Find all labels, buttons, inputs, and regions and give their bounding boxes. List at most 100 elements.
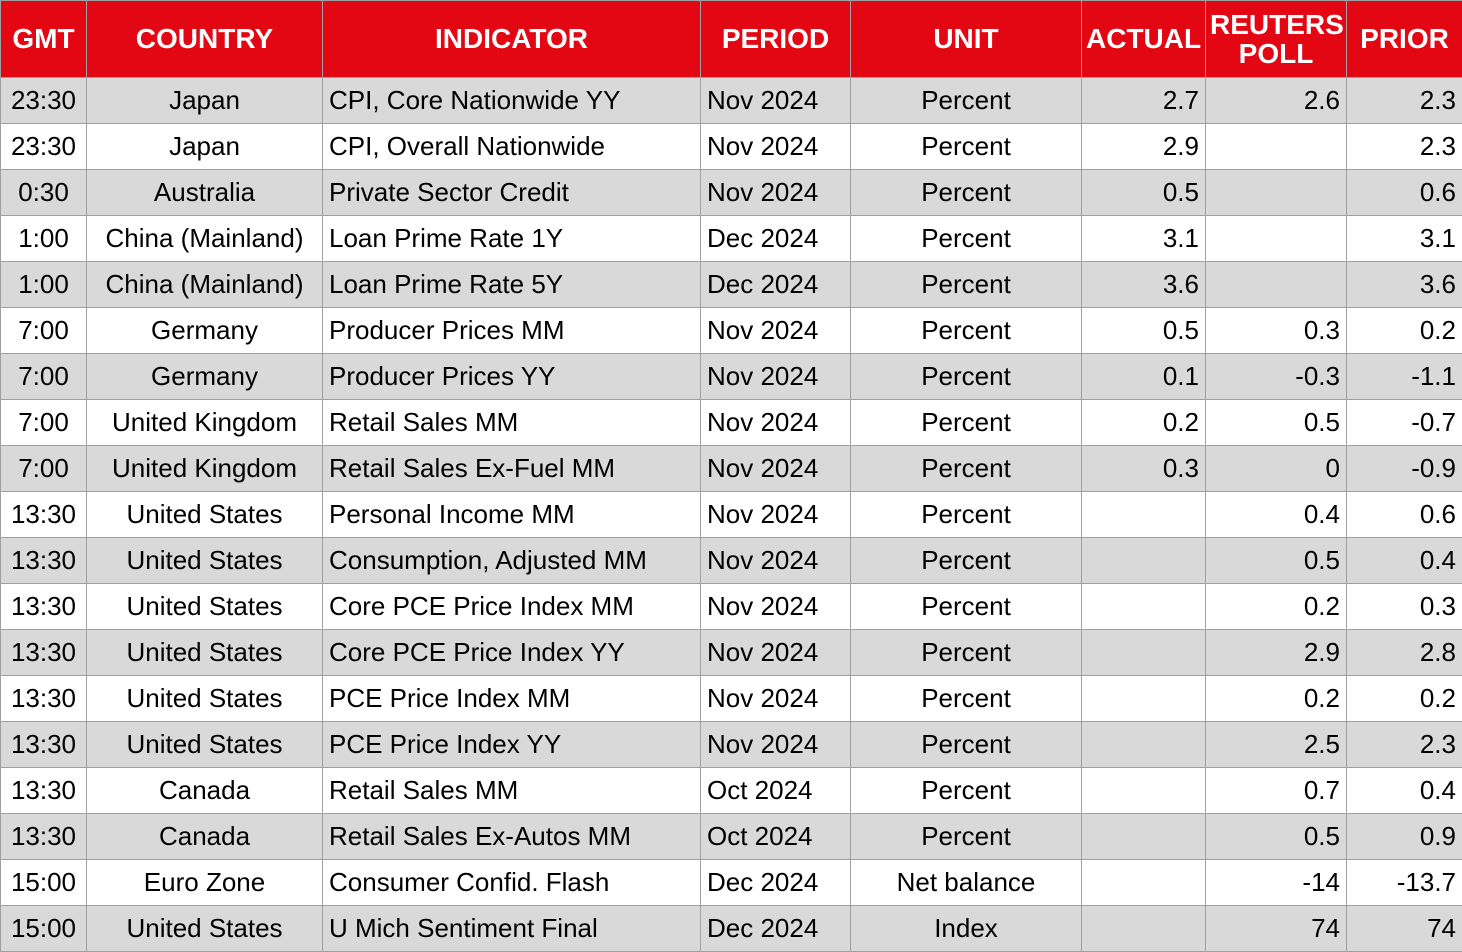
cell-period: Nov 2024 [701, 676, 851, 722]
cell-unit: Percent [851, 538, 1082, 584]
cell-country: United States [87, 492, 323, 538]
cell-actual: 2.9 [1082, 124, 1206, 170]
cell-reuters-poll: 0.7 [1206, 768, 1347, 814]
cell-unit: Percent [851, 400, 1082, 446]
cell-gmt: 13:30 [1, 538, 87, 584]
cell-country: Canada [87, 814, 323, 860]
cell-reuters-poll: 0.2 [1206, 584, 1347, 630]
cell-prior: 0.2 [1347, 676, 1462, 722]
cell-country: Canada [87, 768, 323, 814]
cell-unit: Percent [851, 676, 1082, 722]
cell-actual [1082, 860, 1206, 906]
cell-reuters-poll [1206, 124, 1347, 170]
cell-period: Nov 2024 [701, 400, 851, 446]
cell-indicator: Loan Prime Rate 1Y [323, 216, 701, 262]
cell-country: United States [87, 630, 323, 676]
cell-actual [1082, 722, 1206, 768]
cell-prior: 0.6 [1347, 492, 1462, 538]
cell-prior: 0.6 [1347, 170, 1462, 216]
cell-period: Nov 2024 [701, 446, 851, 492]
cell-period: Dec 2024 [701, 860, 851, 906]
cell-reuters-poll: 2.9 [1206, 630, 1347, 676]
cell-indicator: Retail Sales Ex-Autos MM [323, 814, 701, 860]
cell-actual [1082, 584, 1206, 630]
cell-unit: Index [851, 906, 1082, 952]
cell-country: China (Mainland) [87, 216, 323, 262]
cell-period: Nov 2024 [701, 492, 851, 538]
cell-prior: 2.8 [1347, 630, 1462, 676]
cell-country: China (Mainland) [87, 262, 323, 308]
cell-unit: Percent [851, 492, 1082, 538]
cell-indicator: Loan Prime Rate 5Y [323, 262, 701, 308]
cell-country: Euro Zone [87, 860, 323, 906]
cell-unit: Percent [851, 630, 1082, 676]
cell-gmt: 13:30 [1, 722, 87, 768]
cell-prior: 2.3 [1347, 124, 1462, 170]
cell-prior: 74 [1347, 906, 1462, 952]
header-unit: UNIT [851, 1, 1082, 78]
cell-gmt: 13:30 [1, 814, 87, 860]
cell-unit: Percent [851, 262, 1082, 308]
cell-country: Japan [87, 78, 323, 124]
cell-actual: 2.7 [1082, 78, 1206, 124]
cell-prior: 0.4 [1347, 538, 1462, 584]
cell-actual [1082, 630, 1206, 676]
cell-actual: 3.1 [1082, 216, 1206, 262]
cell-gmt: 15:00 [1, 860, 87, 906]
header-indicator: INDICATOR [323, 1, 701, 78]
cell-indicator: CPI, Overall Nationwide [323, 124, 701, 170]
cell-actual: 0.5 [1082, 308, 1206, 354]
cell-unit: Percent [851, 124, 1082, 170]
cell-unit: Percent [851, 446, 1082, 492]
cell-period: Oct 2024 [701, 768, 851, 814]
cell-indicator: U Mich Sentiment Final [323, 906, 701, 952]
cell-unit: Net balance [851, 860, 1082, 906]
cell-indicator: PCE Price Index MM [323, 676, 701, 722]
header-prior: PRIOR [1347, 1, 1462, 78]
cell-prior: -1.1 [1347, 354, 1462, 400]
cell-prior: 2.3 [1347, 78, 1462, 124]
cell-period: Nov 2024 [701, 78, 851, 124]
cell-unit: Percent [851, 814, 1082, 860]
cell-country: United States [87, 722, 323, 768]
cell-indicator: Retail Sales MM [323, 400, 701, 446]
cell-unit: Percent [851, 722, 1082, 768]
cell-actual [1082, 906, 1206, 952]
cell-country: United States [87, 538, 323, 584]
cell-actual [1082, 814, 1206, 860]
cell-prior: 3.1 [1347, 216, 1462, 262]
header-actual: ACTUAL [1082, 1, 1206, 78]
cell-reuters-poll: 0.4 [1206, 492, 1347, 538]
cell-country: United States [87, 676, 323, 722]
cell-indicator: CPI, Core Nationwide YY [323, 78, 701, 124]
cell-prior: -13.7 [1347, 860, 1462, 906]
cell-reuters-poll: 0.5 [1206, 400, 1347, 446]
cell-gmt: 23:30 [1, 78, 87, 124]
cell-period: Nov 2024 [701, 124, 851, 170]
cell-period: Dec 2024 [701, 216, 851, 262]
cell-reuters-poll: 0.3 [1206, 308, 1347, 354]
cell-indicator: Core PCE Price Index MM [323, 584, 701, 630]
cell-period: Nov 2024 [701, 630, 851, 676]
cell-prior: -0.7 [1347, 400, 1462, 446]
cell-period: Nov 2024 [701, 722, 851, 768]
cell-unit: Percent [851, 216, 1082, 262]
cell-actual [1082, 538, 1206, 584]
cell-actual: 0.2 [1082, 400, 1206, 446]
cell-actual [1082, 676, 1206, 722]
cell-reuters-poll [1206, 216, 1347, 262]
cell-gmt: 13:30 [1, 630, 87, 676]
